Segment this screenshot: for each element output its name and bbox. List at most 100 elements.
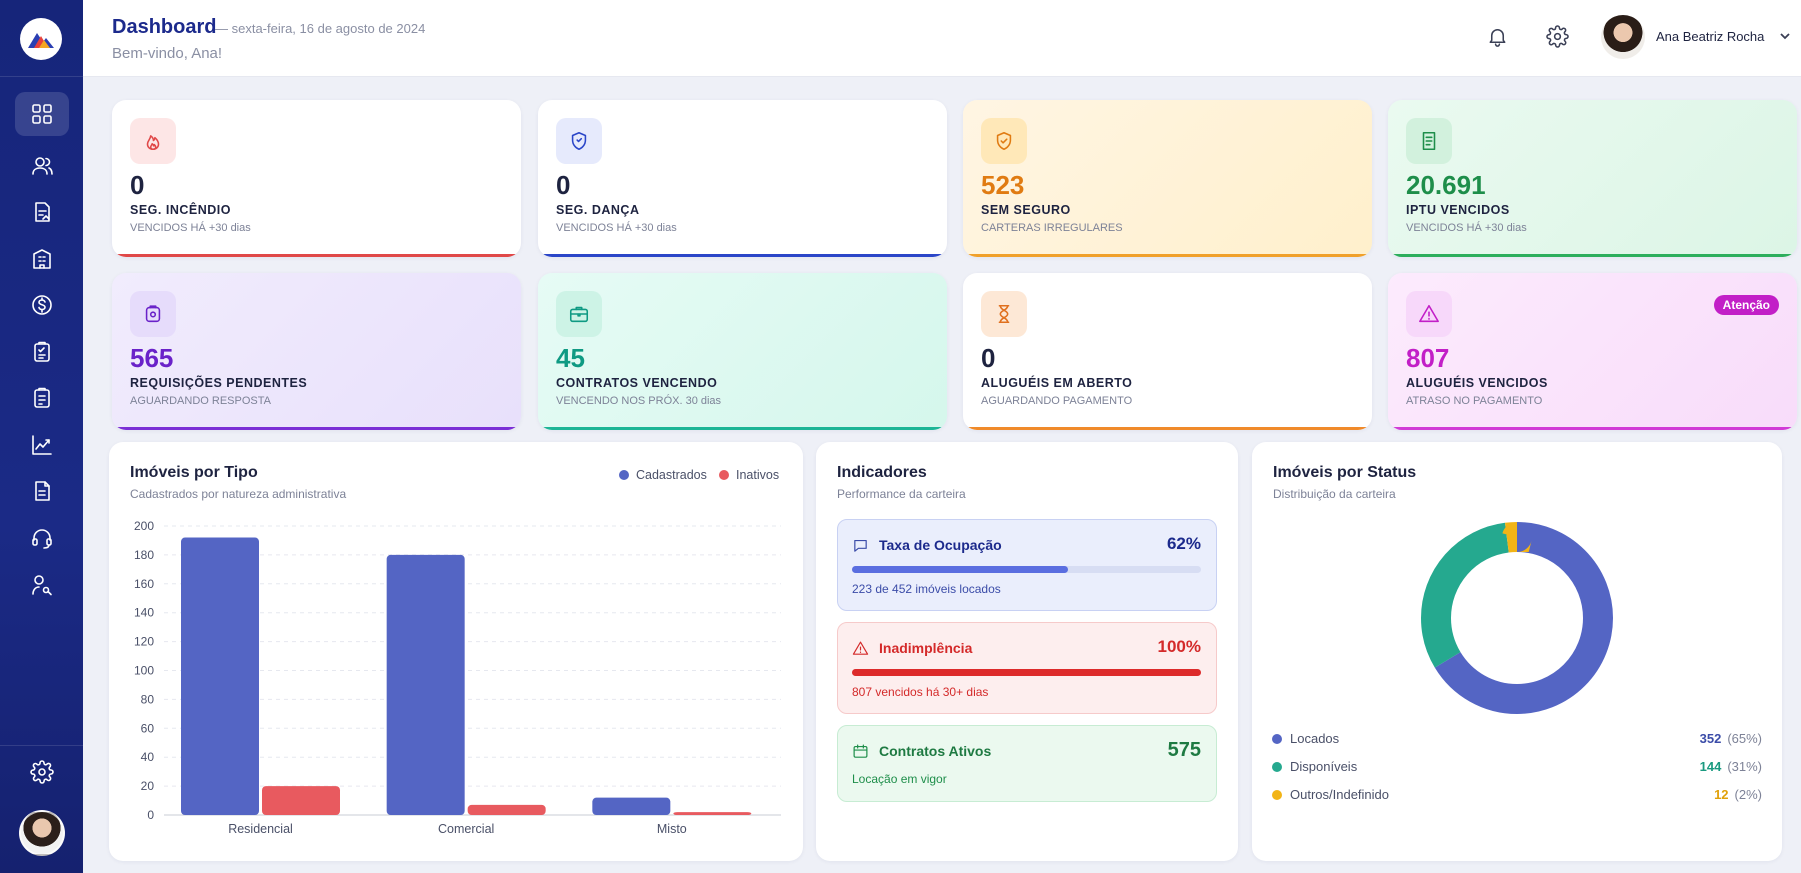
kpi-icon-box <box>556 291 602 337</box>
kpi-card-seg-danca[interactable]: 0 SEG. DANÇA VENCIDOS HÁ +30 dias <box>538 100 947 257</box>
sidebar-item-imoveis[interactable] <box>15 237 69 281</box>
kpi-value: 20.691 <box>1406 170 1486 200</box>
status-row-disponiveis[interactable]: Disponíveis 144 (31%) <box>1272 759 1762 774</box>
kpi-card-requisicoes[interactable]: 565 REQUISIÇÕES PENDENTES AGUARDANDO RES… <box>112 273 521 430</box>
donut-group <box>1421 522 1613 714</box>
sidebar-item-tarefas[interactable] <box>15 330 69 374</box>
sidebar-divider <box>0 76 83 77</box>
sidebar-item-contratos[interactable] <box>15 190 69 234</box>
kpi-icon-box <box>981 291 1027 337</box>
legend-label: Cadastrados <box>636 468 707 482</box>
chat-icon <box>854 539 867 552</box>
progress-track <box>852 566 1201 573</box>
legend-cadastrados[interactable]: Cadastrados <box>619 468 707 482</box>
legend-inativos[interactable]: Inativos <box>719 468 779 482</box>
legend-dot <box>1272 789 1282 800</box>
kpi-subtitle: VENCIDOS HÁ +30 dias <box>1406 222 1527 234</box>
bar-cadastrados-residencial <box>181 537 259 815</box>
sidebar-user-avatar[interactable] <box>19 810 65 856</box>
request-icon <box>145 305 161 323</box>
kpi-card-contratos-vencendo[interactable]: 45 CONTRATOS VENCENDO VENCENDO NOS PRÓX.… <box>538 273 947 430</box>
bar-chart: 0 20 40 60 80 100 120 140 160 180 200 Residencial Co… <box>134 519 781 836</box>
clipboard-icon <box>34 341 50 362</box>
gear-icon <box>1545 24 1569 48</box>
kpi-subtitle: AGUARDANDO PAGAMENTO <box>981 395 1133 407</box>
welcome-message: Bem-vindo, Ana! <box>112 45 223 62</box>
y-tick-label: 40 <box>141 750 155 764</box>
sidebar-item-documentos[interactable] <box>15 469 69 513</box>
top-header: Dashboard — sexta-feira, 16 de agosto de… <box>83 0 1801 77</box>
indicator-contratos-ativos[interactable]: Contratos Ativos 575 Locação em vigor <box>837 725 1217 802</box>
sidebar-item-dashboard[interactable] <box>15 92 69 136</box>
indicator-icon <box>852 537 869 554</box>
donut-slice-outrosindefinido <box>1421 522 1613 714</box>
x-tick-label: Comercial <box>438 822 494 836</box>
y-tick-label: 80 <box>141 692 155 706</box>
y-tick-label: 0 <box>147 808 154 822</box>
sidebar-item-analises[interactable] <box>15 423 69 467</box>
warning-icon <box>852 641 869 655</box>
settings-button[interactable] <box>1543 22 1571 50</box>
panel-indicadores: Indicadores Performance da carteira Taxa… <box>816 442 1238 861</box>
sidebar-item-financeiro[interactable] <box>15 283 69 327</box>
kpi-subtitle: CARTERAS IRREGULARES <box>981 222 1123 234</box>
kpi-card-seg-incendio[interactable]: 0 SEG. INCÊNDIO VENCIDOS HÁ +30 dias <box>112 100 521 257</box>
status-count-value: 352 <box>1699 731 1722 746</box>
sidebar-item-relatorios[interactable] <box>15 376 69 420</box>
kpi-icon-box <box>130 291 176 337</box>
kpi-label: SEG. DANÇA <box>556 203 640 217</box>
flame-icon <box>146 135 160 151</box>
y-tick-label: 180 <box>134 548 154 562</box>
document-icon <box>35 481 50 501</box>
status-row-outros[interactable]: Outros/Indefinido 12 (2%) <box>1272 787 1762 802</box>
kpi-card-sem-seguro[interactable]: 523 SEM SEGURO CARTERAS IRREGULARES <box>963 100 1372 257</box>
kpi-value: 0 <box>556 170 571 200</box>
shield-check-icon <box>996 131 1012 151</box>
status-label: Locados <box>1290 731 1340 746</box>
kpi-value: 807 <box>1406 343 1450 373</box>
bar-inativos-misto <box>673 812 752 815</box>
contract-icon <box>35 202 50 222</box>
user-avatar[interactable] <box>1601 15 1645 59</box>
user-name[interactable]: Ana Beatriz Rocha <box>1656 29 1765 44</box>
kpi-value: 45 <box>556 343 585 373</box>
kpi-accent-bar <box>112 254 521 257</box>
sidebar <box>0 0 83 873</box>
sidebar-item-acessos[interactable] <box>15 563 69 607</box>
sidebar-item-configuracoes[interactable] <box>15 750 69 794</box>
kpi-icon-box <box>981 118 1027 164</box>
notifications-button[interactable] <box>1483 22 1511 50</box>
indicator-title: Contratos Ativos <box>879 743 992 759</box>
alert-icon <box>1419 304 1439 323</box>
calendar-icon <box>853 744 868 758</box>
donut-slice-disponveis <box>1421 522 1613 714</box>
kpi-card-iptu-vencidos[interactable]: 20.691 IPTU VENCIDOS VENCIDOS HÁ +30 dia… <box>1388 100 1797 257</box>
status-count-value: 144 <box>1699 759 1722 774</box>
panel-subtitle: Distribuição da carteira <box>1273 487 1396 501</box>
kpi-card-alugueis-vencidos[interactable]: Atenção 807 ALUGUÉIS VENCIDOS ATRASO NO … <box>1388 273 1797 430</box>
user-menu-toggle[interactable] <box>1777 28 1793 44</box>
sidebar-item-clientes[interactable] <box>15 144 69 188</box>
indicator-taxa-ocupacao[interactable]: Taxa de Ocupação 62% 223 de 452 imóveis … <box>837 519 1217 611</box>
status-pct: (65%) <box>1727 731 1762 746</box>
indicator-note: 807 vencidos há 30+ dias <box>852 685 989 699</box>
app-logo[interactable] <box>20 18 62 60</box>
kpi-card-alugueis-aberto[interactable]: 0 ALUGUÉIS EM ABERTO AGUARDANDO PAGAMENT… <box>963 273 1372 430</box>
kpi-subtitle: VENCIDOS HÁ +30 dias <box>556 222 677 234</box>
kpi-label: IPTU VENCIDOS <box>1406 203 1510 217</box>
chart-line-icon <box>32 435 52 455</box>
kpi-subtitle: VENCIDOS HÁ +30 dias <box>130 222 251 234</box>
receipt-icon <box>1422 131 1436 151</box>
indicator-inadimplencia[interactable]: Inadimplência 100% 807 vencidos há 30+ d… <box>837 622 1217 714</box>
y-tick-label: 160 <box>134 577 154 591</box>
sidebar-item-suporte[interactable] <box>15 516 69 560</box>
status-row-locados[interactable]: Locados 352 (65%) <box>1272 731 1762 746</box>
status-pct: (31%) <box>1727 759 1762 774</box>
status-count: 12 (2%) <box>1714 787 1762 802</box>
indicator-value: 62% <box>1166 534 1201 553</box>
status-count: 352 (65%) <box>1700 731 1762 746</box>
kpi-accent-bar <box>538 254 947 257</box>
kpi-label: REQUISIÇÕES PENDENTES <box>130 376 308 390</box>
kpi-icon-box <box>556 118 602 164</box>
gear-icon <box>30 760 54 784</box>
